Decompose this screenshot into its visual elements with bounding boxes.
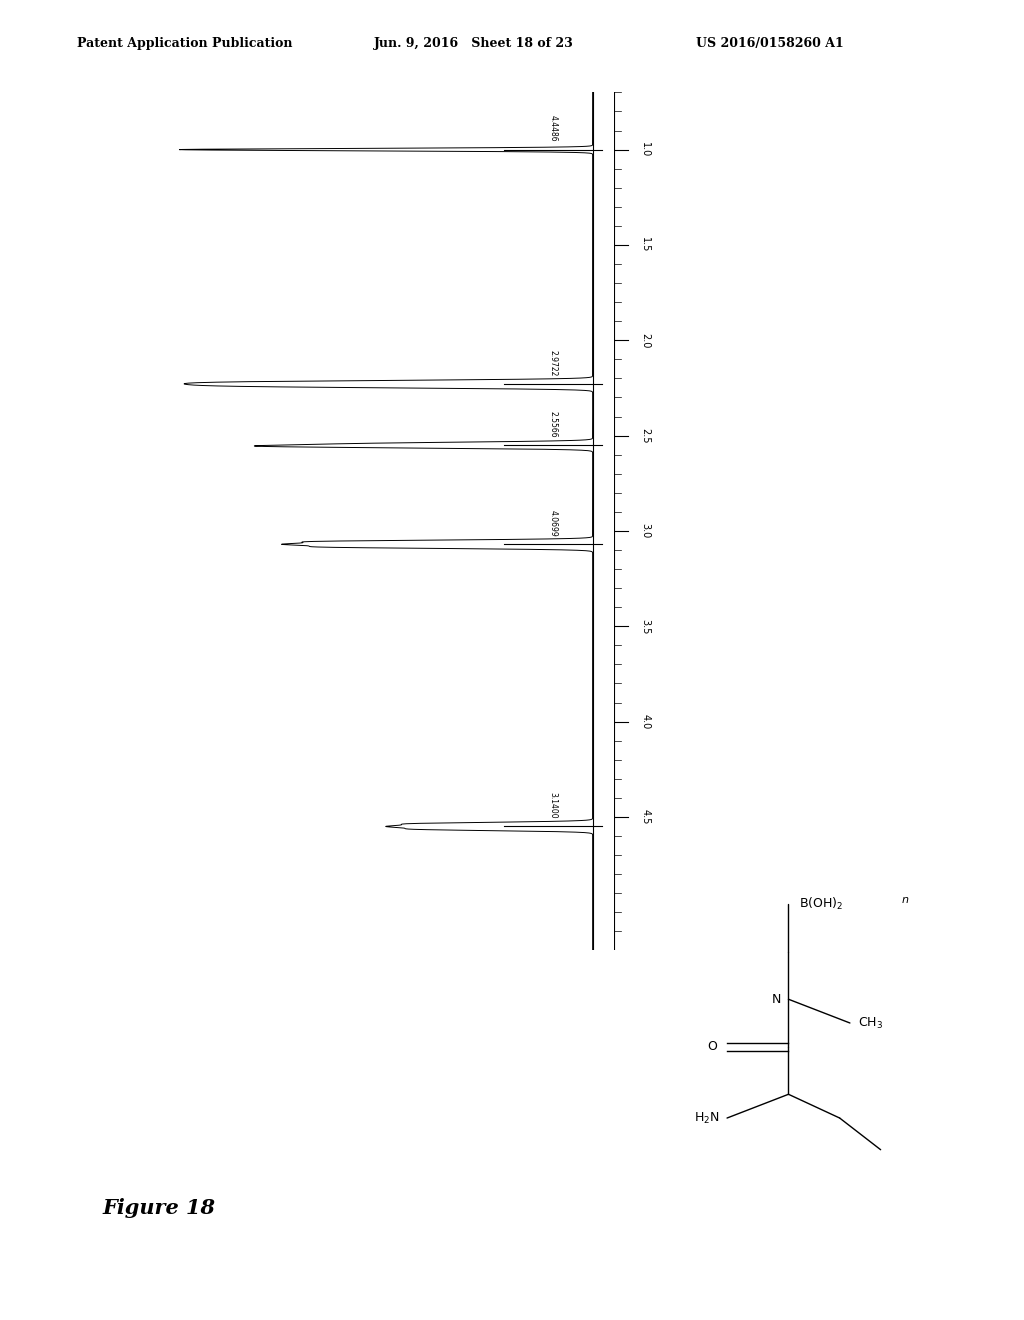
Text: 4.0699: 4.0699 [549, 510, 557, 537]
Text: B(OH)$_2$: B(OH)$_2$ [799, 896, 843, 912]
Text: 4.4486: 4.4486 [549, 115, 557, 143]
Text: 1.5: 1.5 [640, 238, 650, 252]
Text: n: n [901, 895, 908, 906]
Text: 4.5: 4.5 [640, 809, 650, 825]
Text: 2.5: 2.5 [640, 428, 650, 444]
Text: Figure 18: Figure 18 [102, 1199, 215, 1218]
Text: Patent Application Publication: Patent Application Publication [77, 37, 292, 50]
Text: 2.5566: 2.5566 [549, 411, 557, 437]
Text: 2.9722: 2.9722 [549, 350, 557, 376]
Text: CH$_3$: CH$_3$ [858, 1015, 883, 1031]
Text: 3.1400: 3.1400 [549, 792, 557, 818]
Text: Jun. 9, 2016   Sheet 18 of 23: Jun. 9, 2016 Sheet 18 of 23 [374, 37, 573, 50]
Text: N: N [771, 993, 780, 1006]
Text: 2.0: 2.0 [640, 333, 650, 348]
Text: H$_2$N: H$_2$N [694, 1110, 719, 1126]
Text: US 2016/0158260 A1: US 2016/0158260 A1 [696, 37, 844, 50]
Text: 1.0: 1.0 [640, 143, 650, 157]
Text: O: O [707, 1040, 717, 1053]
Text: 3.0: 3.0 [640, 523, 650, 539]
Text: 3.5: 3.5 [640, 619, 650, 634]
Text: 4.0: 4.0 [640, 714, 650, 729]
